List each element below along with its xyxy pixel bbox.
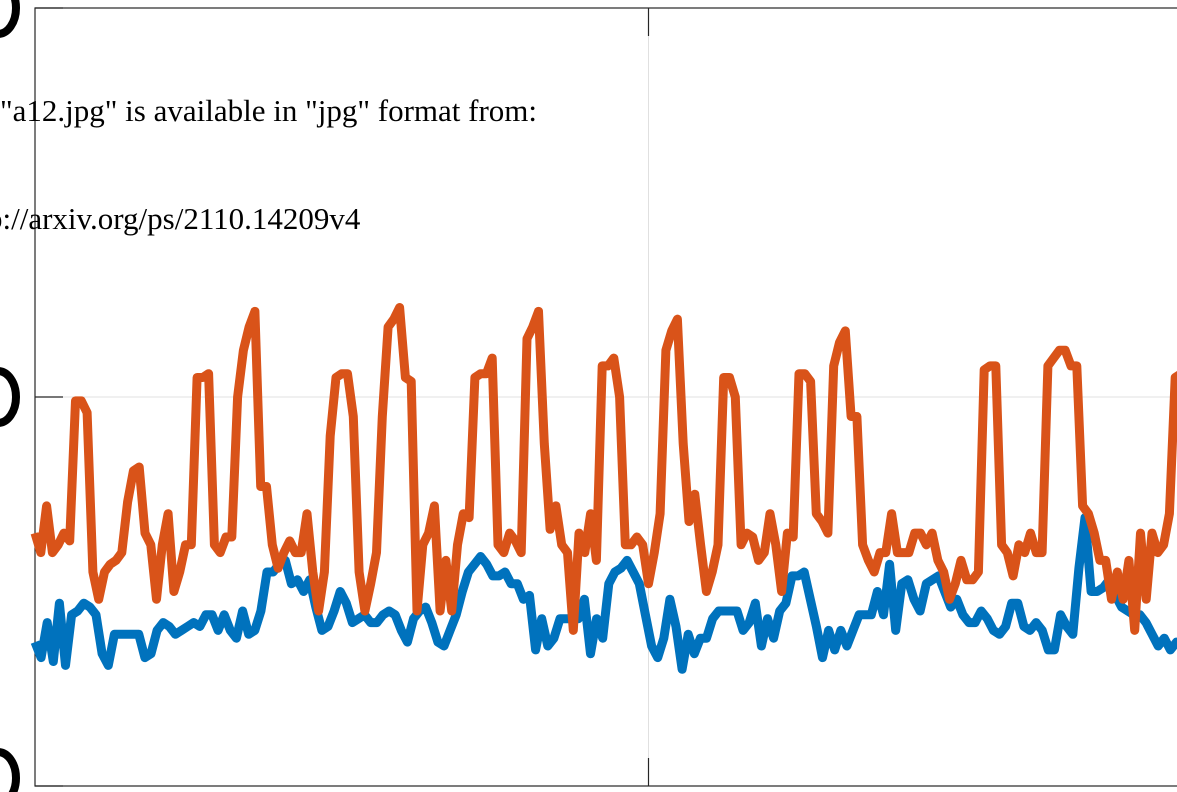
cropped-tick-label <box>0 367 20 427</box>
availability-notice: "a12.jpg" is available in "jpg" format f… <box>0 93 538 128</box>
cropped-tick-label <box>0 0 20 38</box>
source-url[interactable]: p://arxiv.org/ps/2110.14209v4 <box>0 201 361 236</box>
cropped-tick-label <box>0 748 20 792</box>
series-lines <box>30 303 1177 674</box>
series-line-2 <box>30 303 1177 635</box>
series-line-1 <box>30 513 1177 674</box>
